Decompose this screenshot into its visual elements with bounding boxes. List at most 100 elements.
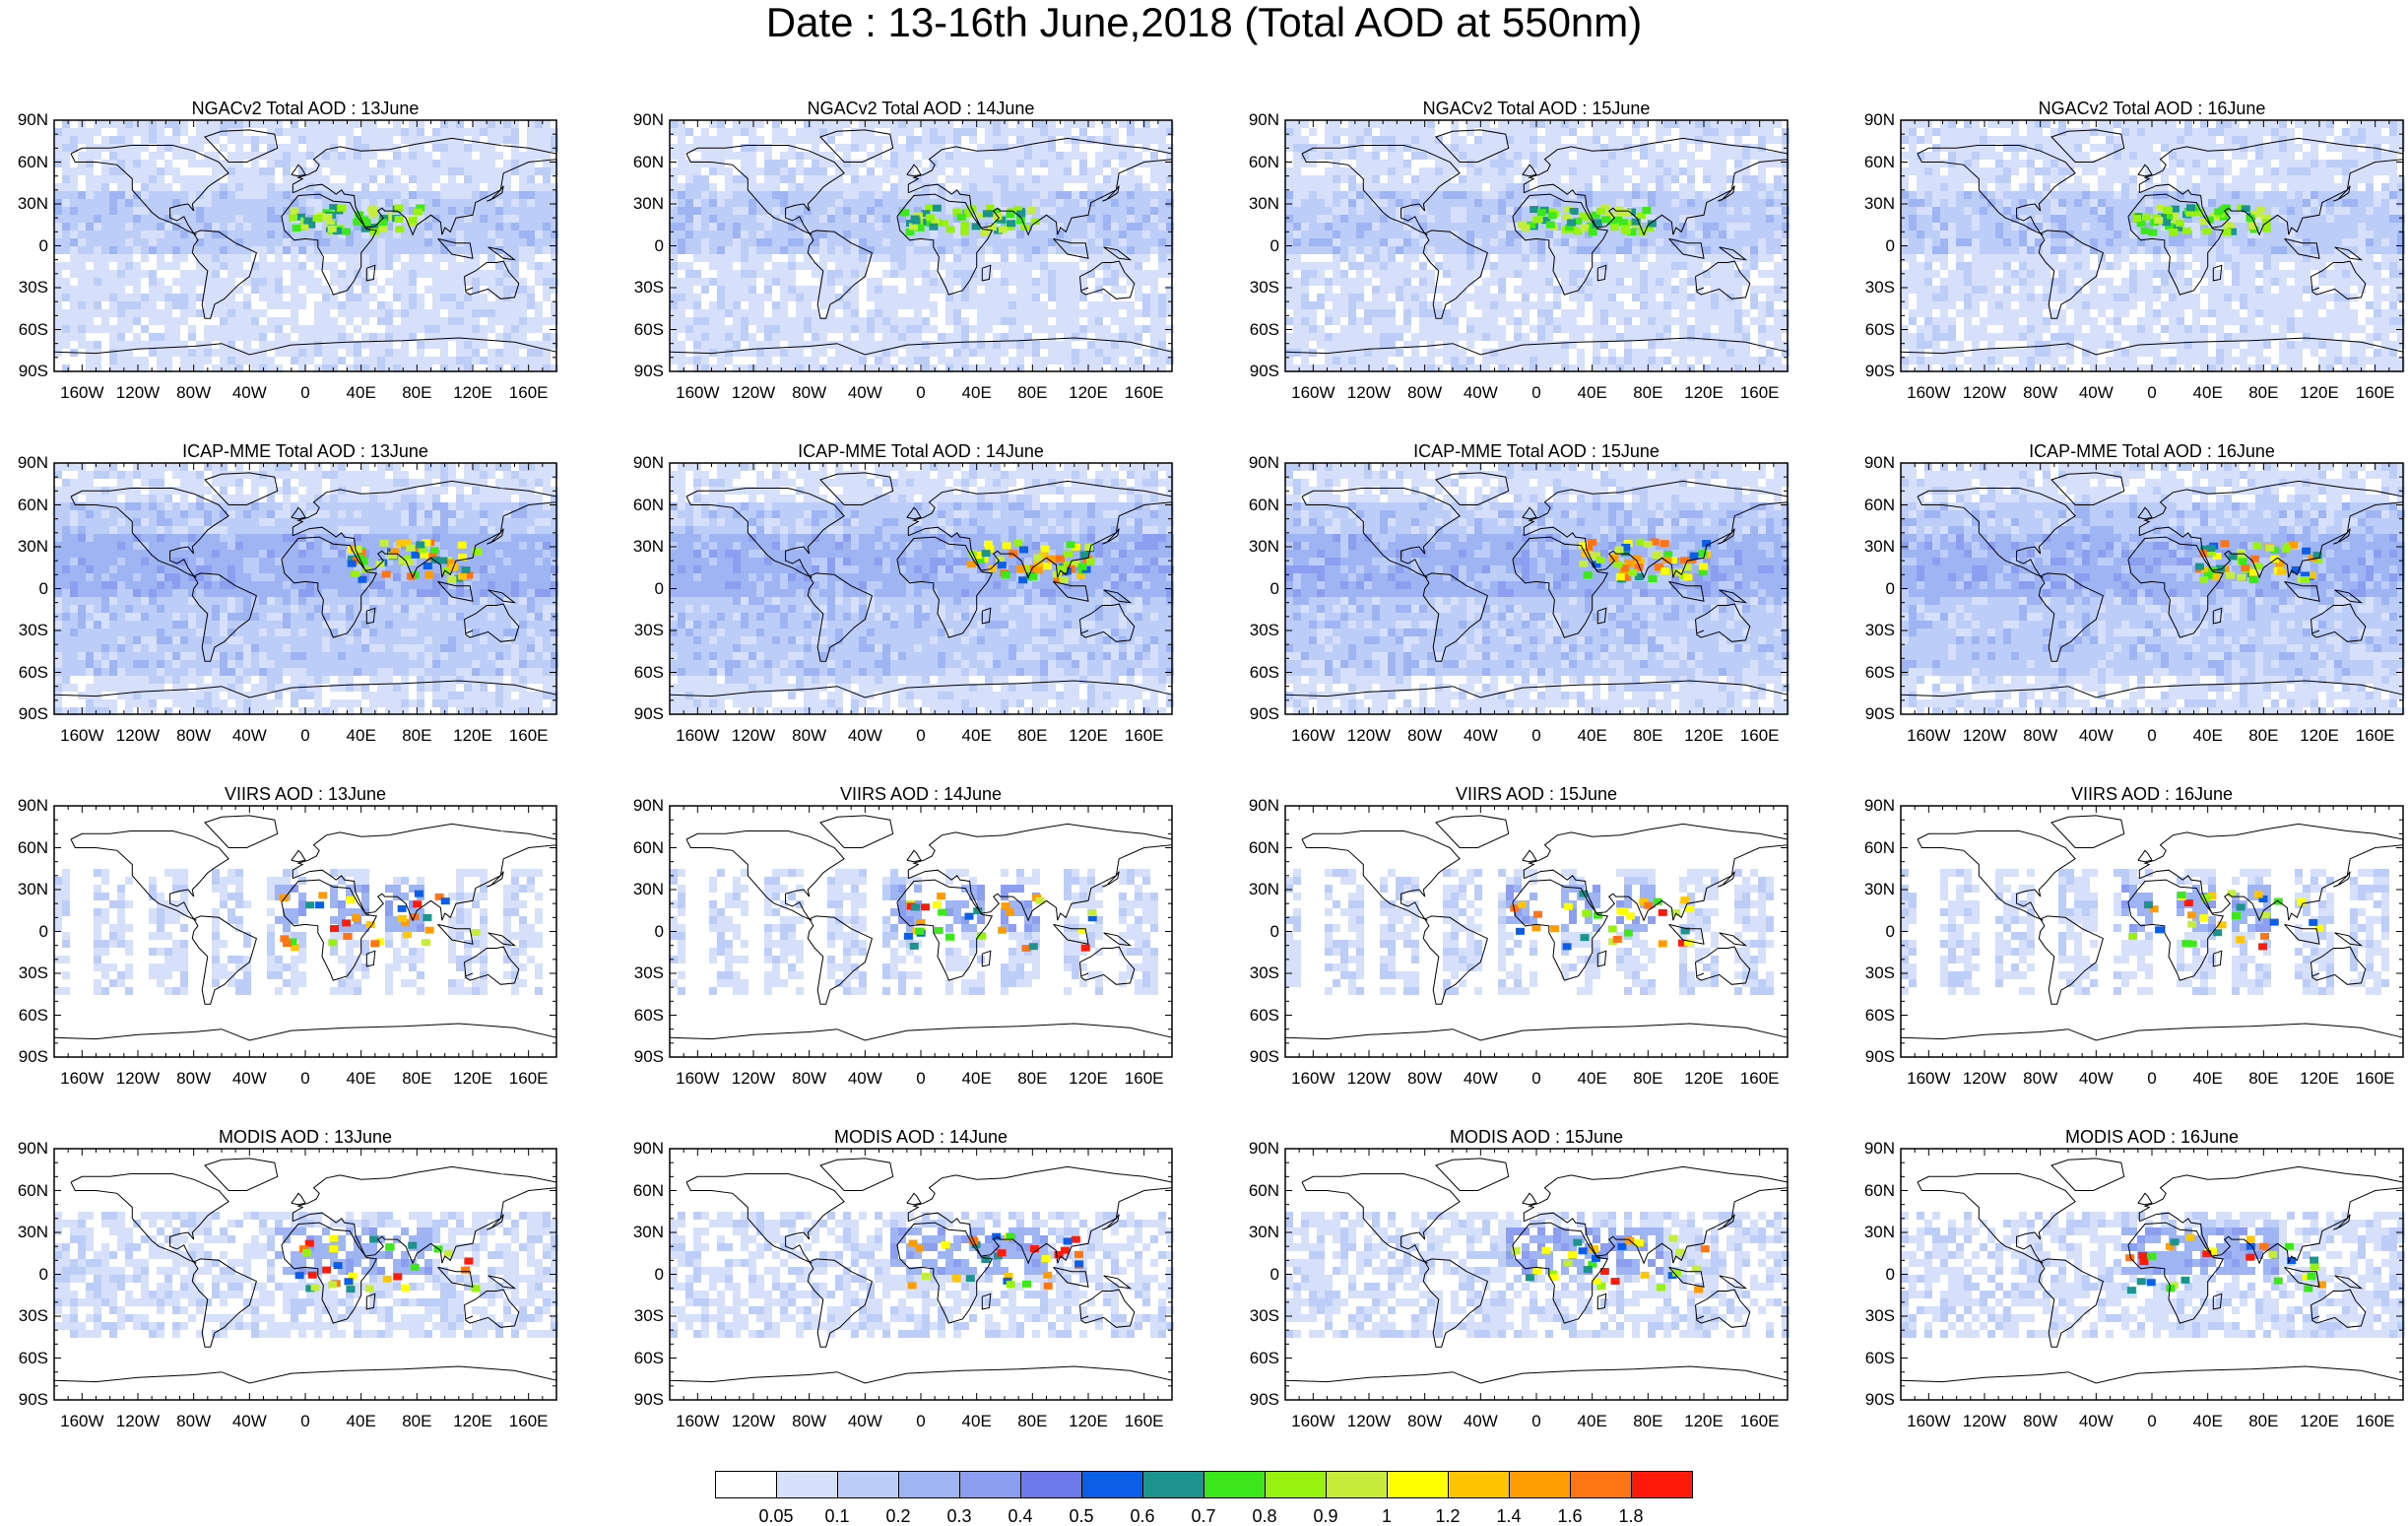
figure-title: Date : 13-16th June,2018 (Total AOD at 5… xyxy=(0,0,2408,45)
lat-tick-label: 90N xyxy=(1224,454,1279,472)
colorbar-swatch xyxy=(898,1471,960,1498)
colorbar-swatch xyxy=(959,1471,1021,1498)
colorbar-label: 0.9 xyxy=(1296,1507,1355,1525)
aod-field xyxy=(54,869,543,995)
panel-title: VIIRS AOD : 14June xyxy=(670,784,1172,804)
lat-tick-label: 90N xyxy=(609,111,664,129)
lat-tick-label: 60S xyxy=(0,1350,48,1367)
lat-tick-label: 0 xyxy=(0,580,48,598)
lon-tick-label: 160E xyxy=(1725,1413,1794,1430)
colorbar-swatch xyxy=(776,1471,838,1498)
colorbar-label: 1.8 xyxy=(1601,1507,1660,1525)
lat-tick-label: 30N xyxy=(1224,195,1279,213)
lat-tick-label: 60S xyxy=(1224,664,1279,682)
lat-tick-label: 0 xyxy=(1840,237,1895,255)
lon-tick-label: 160E xyxy=(2341,1413,2408,1430)
panel-title: NGACv2 Total AOD : 16June xyxy=(1901,99,2403,118)
lat-tick-label: 30S xyxy=(1224,1307,1279,1325)
aod-map xyxy=(54,1149,556,1400)
lat-tick-label: 30N xyxy=(0,538,48,556)
colorbar-label: 0.5 xyxy=(1052,1507,1111,1525)
lat-tick-label: 60N xyxy=(609,154,664,171)
lat-tick-label: 60N xyxy=(1840,1182,1895,1200)
lat-tick-label: 90N xyxy=(1224,1140,1279,1158)
lat-tick-label: 60S xyxy=(1840,1007,1895,1025)
lat-tick-label: 60N xyxy=(1840,497,1895,514)
colorbar-label: 0.8 xyxy=(1235,1507,1294,1525)
lat-tick-label: 60N xyxy=(1840,839,1895,857)
aod-map xyxy=(1901,463,2403,714)
lat-tick-label: 90S xyxy=(1224,1048,1279,1066)
lat-tick-label: 90S xyxy=(1840,363,1895,380)
lat-tick-label: 60N xyxy=(1840,154,1895,171)
panel-title: VIIRS AOD : 15June xyxy=(1285,784,1788,804)
lat-tick-label: 90N xyxy=(0,1140,48,1158)
lat-tick-label: 0 xyxy=(609,237,664,255)
colorbar-swatch xyxy=(1204,1471,1266,1498)
lat-tick-label: 90S xyxy=(609,1048,664,1066)
aod-map xyxy=(1901,120,2403,371)
lat-tick-label: 30N xyxy=(609,1224,664,1241)
lat-tick-label: 0 xyxy=(1224,1266,1279,1284)
colorbar-label: 1.4 xyxy=(1479,1507,1538,1525)
lat-tick-label: 30N xyxy=(1840,195,1895,213)
aod-field xyxy=(1901,869,2389,995)
lon-tick-label: 160E xyxy=(1725,384,1794,402)
lon-tick-label: 160E xyxy=(494,1070,563,1088)
lat-tick-label: 30S xyxy=(609,964,664,982)
lat-tick-label: 90N xyxy=(1840,797,1895,815)
aod-field xyxy=(54,120,558,372)
aod-field xyxy=(1901,120,2405,372)
lat-tick-label: 90N xyxy=(0,111,48,129)
lat-tick-label: 60S xyxy=(1224,321,1279,339)
aod-hotspots xyxy=(1510,891,1694,951)
lon-tick-label: 160E xyxy=(494,727,563,745)
aod-field xyxy=(670,463,1174,715)
colorbar-swatch xyxy=(1448,1471,1510,1498)
panel-title: MODIS AOD : 15June xyxy=(1285,1127,1788,1147)
lat-tick-label: 60S xyxy=(0,664,48,682)
lat-tick-label: 30S xyxy=(1840,1307,1895,1325)
lat-tick-label: 90N xyxy=(0,454,48,472)
lat-tick-label: 30S xyxy=(1840,622,1895,639)
lat-tick-label: 90S xyxy=(1840,705,1895,723)
lon-tick-label: 160E xyxy=(1110,1413,1179,1430)
axis-ticks xyxy=(1901,806,2403,1057)
lat-tick-label: 0 xyxy=(1840,923,1895,941)
aod-map xyxy=(1285,120,1788,371)
lat-tick-label: 60N xyxy=(0,839,48,857)
colorbar-swatch xyxy=(1570,1471,1632,1498)
lat-tick-label: 30N xyxy=(609,195,664,213)
lat-tick-label: 0 xyxy=(1840,580,1895,598)
lat-tick-label: 90S xyxy=(609,363,664,380)
lat-tick-label: 30S xyxy=(609,622,664,639)
aod-field xyxy=(1285,869,1774,995)
lat-tick-label: 90N xyxy=(609,1140,664,1158)
aod-map xyxy=(1285,806,1788,1057)
lat-tick-label: 0 xyxy=(0,923,48,941)
lat-tick-label: 90N xyxy=(609,797,664,815)
colorbar-swatch xyxy=(1142,1471,1204,1498)
lon-tick-label: 160E xyxy=(1110,1070,1179,1088)
colorbar xyxy=(715,1471,1692,1498)
aod-map xyxy=(1285,1149,1788,1400)
lat-tick-label: 60N xyxy=(1224,1182,1279,1200)
lat-tick-label: 60S xyxy=(609,1007,664,1025)
lat-tick-label: 90N xyxy=(1840,454,1895,472)
lat-tick-label: 30S xyxy=(0,622,48,639)
lat-tick-label: 90S xyxy=(609,705,664,723)
lat-tick-label: 60S xyxy=(0,321,48,339)
panel-title: MODIS AOD : 13June xyxy=(54,1127,556,1147)
lon-tick-label: 160E xyxy=(2341,384,2408,402)
lat-tick-label: 90S xyxy=(1224,363,1279,380)
colorbar-swatch xyxy=(1509,1471,1571,1498)
lat-tick-label: 90S xyxy=(1840,1391,1895,1409)
